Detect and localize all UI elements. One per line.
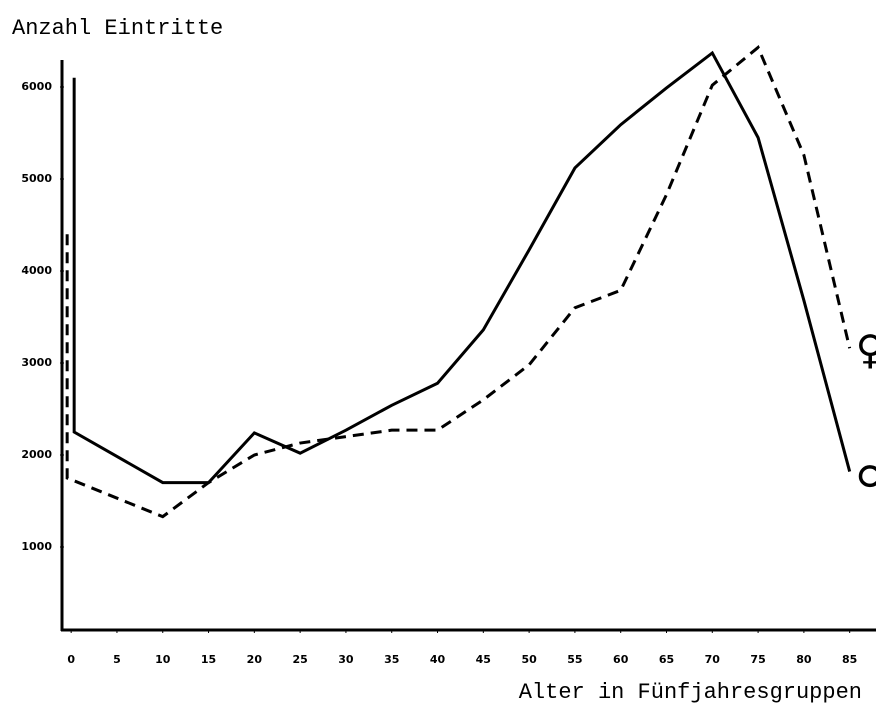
y-tick-label: 2000 bbox=[21, 448, 52, 461]
x-tick-label: 60 bbox=[613, 653, 629, 666]
x-tick-label: 0 bbox=[67, 653, 75, 666]
x-tick-label: 5 bbox=[113, 653, 121, 666]
x-tick-label: 35 bbox=[384, 653, 399, 666]
x-tick-label: 80 bbox=[796, 653, 812, 666]
y-tick-label: 3000 bbox=[21, 356, 52, 369]
x-tick-label: 15 bbox=[201, 653, 216, 666]
x-tick-label: 45 bbox=[476, 653, 491, 666]
x-tick-label: 75 bbox=[750, 653, 765, 666]
y-tick-label: 1000 bbox=[21, 540, 52, 553]
line-solid bbox=[72, 50, 852, 485]
x-tick-label: 25 bbox=[292, 653, 307, 666]
y-tick-label: 6000 bbox=[21, 80, 52, 93]
x-tick-label: 65 bbox=[659, 653, 674, 666]
x-tick-label: 10 bbox=[155, 653, 171, 666]
legend-label: ♂ bbox=[856, 451, 876, 497]
x-tick-label: 40 bbox=[430, 653, 446, 666]
chart-title: Anzahl Eintritte bbox=[12, 16, 223, 41]
line-dashed bbox=[65, 45, 852, 519]
x-tick-label: 50 bbox=[521, 653, 537, 666]
x-axis-label: Alter in Fünfjahresgruppen bbox=[519, 680, 862, 705]
x-tick-label: 70 bbox=[705, 653, 721, 666]
x-tick-label: 55 bbox=[567, 653, 582, 666]
y-tick-label: 4000 bbox=[21, 264, 52, 277]
y-tick-label: 5000 bbox=[21, 172, 52, 185]
x-tick-label: 20 bbox=[247, 653, 263, 666]
legend-label: ♀ bbox=[856, 327, 876, 373]
x-tick-label: 85 bbox=[842, 653, 857, 666]
x-tick-label: 30 bbox=[338, 653, 354, 666]
